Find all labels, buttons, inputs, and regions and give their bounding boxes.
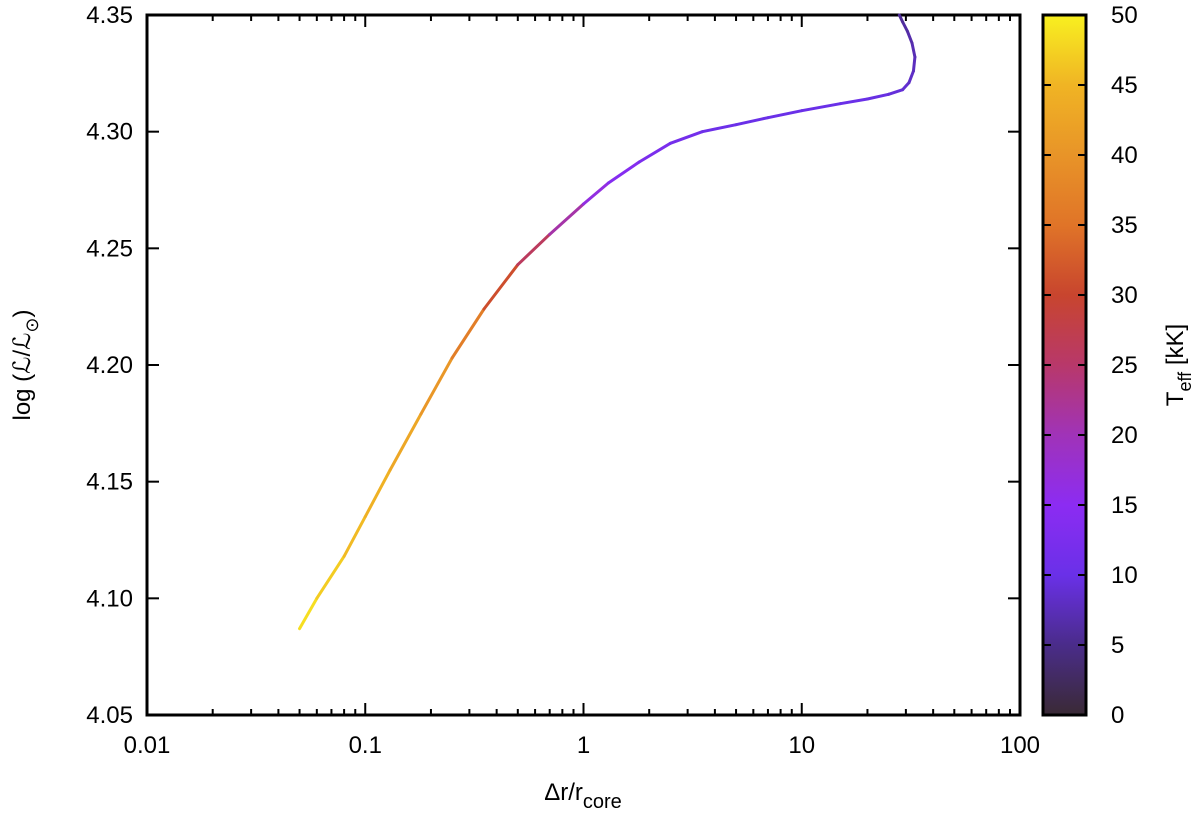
x-tick-label: 0.01 — [124, 732, 171, 759]
curve-segment — [482, 263, 520, 311]
colorbar-tick-label: 15 — [1111, 492, 1138, 519]
curve-segment — [907, 69, 915, 85]
curve-segment — [363, 468, 392, 519]
curve-segment — [315, 554, 346, 600]
curve-segment — [419, 356, 454, 416]
curve-segment — [911, 55, 917, 73]
curve-segment — [910, 41, 917, 59]
curve-segment — [700, 123, 738, 134]
colorbar-tick-label: 20 — [1111, 422, 1138, 449]
y-axis-label: log (ℒ/ℒ⊙) — [9, 309, 42, 420]
curve-segment — [901, 20, 909, 33]
curve-segment — [865, 92, 891, 101]
y-tick-label: 4.05 — [86, 702, 133, 729]
y-tick-label: 4.30 — [86, 119, 133, 146]
colorbar-label: Teff [kK] — [1162, 324, 1195, 406]
curve-segment — [838, 97, 869, 106]
y-tick-label: 4.25 — [86, 235, 133, 262]
colorbar-tick-label: 25 — [1111, 352, 1138, 379]
plot-frame — [145, 13, 1022, 717]
curve-segment — [905, 29, 914, 45]
y-tick-label: 4.10 — [86, 585, 133, 612]
curve-segment — [298, 596, 319, 631]
svg-text:Δr/rcore: Δr/rcore — [544, 779, 622, 813]
y-axis-ticks: 4.05 4.10 4.15 4.20 4.25 4.30 4.35 — [86, 2, 1020, 729]
y-tick-label: 4.20 — [86, 352, 133, 379]
curve-segment — [637, 141, 672, 164]
curve-segment — [897, 13, 905, 24]
colorbar: 0 5 10 15 20 25 30 35 40 45 50 Teff [kK] — [1041, 2, 1195, 729]
data-curve — [298, 13, 917, 631]
colorbar-ticks: 0 5 10 15 20 25 30 35 40 45 50 — [1043, 2, 1138, 729]
colorbar-tick-label: 30 — [1111, 282, 1138, 309]
curve-segment — [516, 232, 552, 267]
x-tick-label: 100 — [1000, 732, 1040, 759]
x-tick-label: 1 — [577, 732, 590, 759]
curve-segment — [668, 130, 704, 145]
plot-area: 0.01 0.1 1 10 100 4.054.104.154.204.254.304.… — [86, 2, 1040, 759]
curve-segment — [606, 160, 641, 185]
curve-segment — [766, 109, 804, 120]
y-tick-label: 4.35 — [86, 2, 133, 29]
x-axis-label: Δr/rcore — [544, 779, 622, 813]
x-tick-label: 10 — [788, 732, 815, 759]
colorbar-tick-label: 0 — [1111, 702, 1124, 729]
colorbar-tick-label: 10 — [1111, 562, 1138, 589]
curve-segment — [800, 102, 842, 113]
curve-segment — [342, 515, 367, 558]
x-tick-label: 0.1 — [349, 732, 382, 759]
colorbar-tick-label: 45 — [1111, 72, 1138, 99]
svg-text:log (ℒ/ℒ⊙): log (ℒ/ℒ⊙) — [9, 309, 42, 420]
curve-segment — [734, 116, 770, 127]
colorbar-tick-label: 40 — [1111, 142, 1138, 169]
curve-segment — [388, 412, 423, 472]
y-tick-label: 4.15 — [86, 469, 133, 496]
colorbar-tick-label: 5 — [1111, 632, 1124, 659]
curve-segment — [887, 88, 905, 96]
curve-segment — [582, 181, 610, 206]
curve-segment — [548, 202, 585, 236]
colorbar-tick-label: 35 — [1111, 212, 1138, 239]
x-axis-ticks: 0.01 0.1 1 10 100 — [124, 15, 1040, 759]
curve-segment — [450, 307, 486, 360]
colorbar-tick-label: 50 — [1111, 2, 1138, 29]
curve-segment — [901, 81, 911, 92]
